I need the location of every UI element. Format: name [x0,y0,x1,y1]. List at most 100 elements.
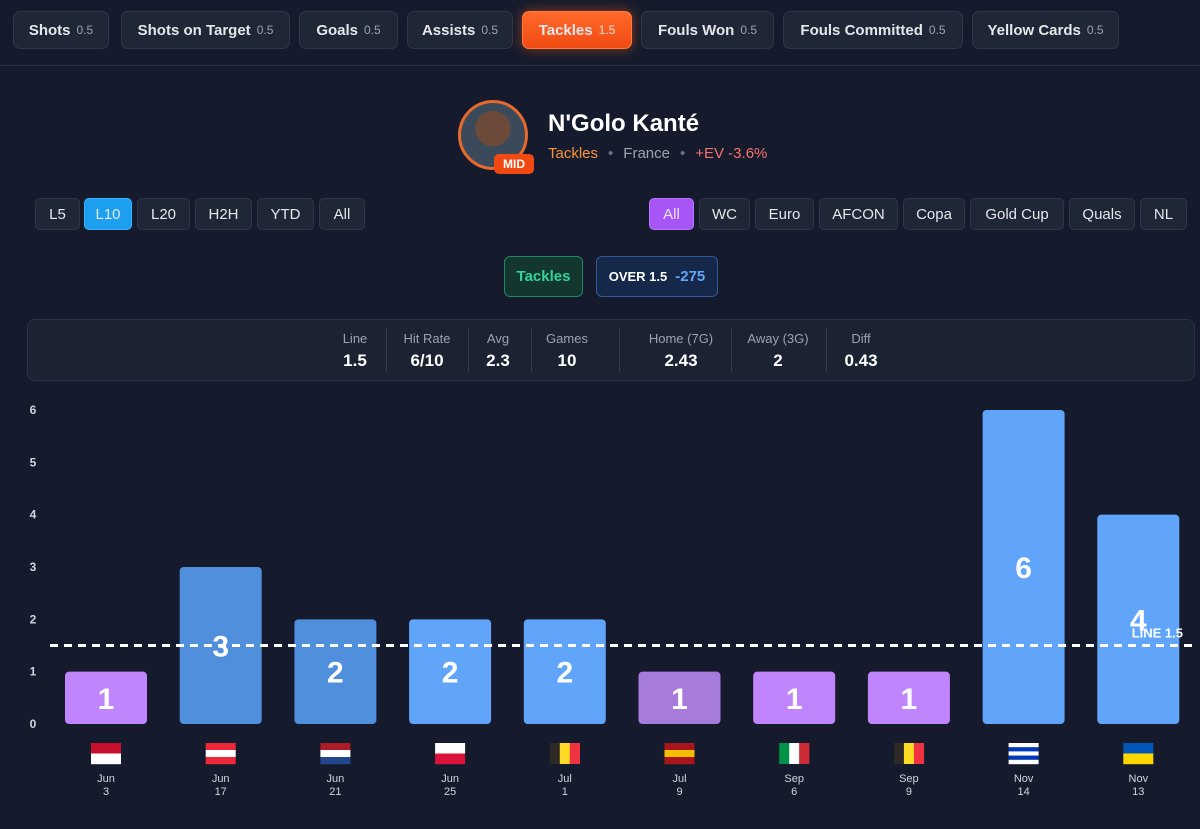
tab[interactable]: Assists 0.5 [407,11,513,49]
flag-stripe [549,743,560,764]
tab[interactable]: Fouls Won 0.5 [641,11,774,49]
tab-line: 0.5 [740,23,758,37]
value-label: 1 [671,683,688,716]
flag-stripe [435,743,466,754]
x-tick-label: Jun 17 [211,773,230,798]
dot: • [608,145,614,162]
tab[interactable]: Shots on Target 0.5 [121,11,290,49]
flag-stripe [1008,743,1039,748]
x-tick-label: Nov 13 [1128,773,1149,798]
tab-label: Tackles [538,21,593,39]
flag-stripe [559,743,570,764]
comp-filter[interactable]: Quals [1069,198,1135,230]
stat: Games 10 [517,319,617,371]
stat-value: 2.43 [664,351,698,370]
tab[interactable]: Yellow Cards 0.5 [972,11,1119,49]
player-meta: Tackles • France • +EV -3.6% [548,145,767,162]
flag-stripe [664,750,695,758]
tab-label: Fouls Won [657,21,735,39]
stat: Away (3G) 2 [728,319,828,371]
tab-line: 0.5 [76,23,94,37]
value-label: 3 [212,631,229,664]
stat: Home (7G) 2.43 [631,319,731,371]
stats-panel [27,319,1195,381]
y-tick-label: 2 [30,612,37,626]
tab-line: 0.5 [1086,23,1104,37]
y-tick-label: 0 [30,717,37,731]
flag-stripe [91,743,121,754]
value-label: 2 [327,657,344,690]
tab-label: Fouls Committed [800,21,923,39]
range-filter[interactable]: All [319,198,365,230]
x-tick-label: Jul 1 [557,773,572,798]
bar [753,671,836,724]
flag-stripe [913,743,925,764]
tab[interactable]: Tackles 1.5 [522,11,632,49]
stat-label: Hit Rate [403,331,451,346]
flag-stripe [91,753,121,765]
comp-filter[interactable]: All [649,198,694,230]
flag-stripe [893,743,905,764]
bar [409,619,492,724]
x-tick-label: Jul 9 [672,773,687,798]
tab-line: 0.5 [928,23,946,37]
stat-value: 6/10 [410,351,444,370]
stat-value: 1.5 [343,351,367,370]
range-filter[interactable]: L20 [137,198,190,230]
odds: -275 [675,268,706,285]
flag-stripe [664,757,695,765]
flag-stripe [320,757,351,765]
stat: Diff 0.43 [811,319,911,371]
tab-divider [0,65,1200,66]
flag-stripe [779,743,790,764]
flag-stripe [1008,759,1039,765]
bar [867,671,950,724]
range-filter[interactable]: YTD [257,198,314,230]
flag-stripe [435,753,466,765]
range-filter[interactable]: H2H [195,198,252,230]
separator [386,328,387,372]
tab-line: 0.5 [256,23,274,37]
team: France [623,145,670,162]
comp-filter[interactable]: Euro [755,198,814,230]
stat-chip[interactable]: Tackles [504,256,583,297]
x-tick-label: Jun 21 [326,773,345,798]
stat-value: 2 [773,351,783,370]
tab-line: 0.5 [364,23,381,37]
tab[interactable]: Fouls Committed 0.5 [783,11,963,49]
flag-stripe [205,750,236,758]
stat-label: Home (7G) [648,331,714,346]
bar [294,619,377,724]
position-badge: MID [494,154,534,174]
stat-label: Diff [851,331,871,346]
y-tick-label: 5 [30,455,37,469]
comp-filter[interactable]: AFCON [819,198,898,230]
stat: Line 1.5 [305,319,405,371]
flag-stripe [205,757,236,765]
tab[interactable]: Shots 0.5 [13,11,109,49]
comp-filter[interactable]: WC [699,198,750,230]
threshold-label: LINE 1.5 [1132,626,1183,641]
bar [638,671,721,724]
odds-chip[interactable]: OVER 1.5 -275 [596,256,718,297]
range-filter[interactable]: L5 [35,198,80,230]
comp-filter[interactable]: Gold Cup [970,198,1064,230]
comp-filter[interactable]: NL [1140,198,1187,230]
tab-label: Goals [316,21,358,39]
x-tick-label: Sep 9 [899,773,919,798]
stat-value: 10 [557,351,577,370]
flag-stripe [320,750,351,758]
flag-stripe [1008,755,1039,760]
tab-label: Assists [421,21,476,39]
x-tick-label: Jun 25 [441,773,459,798]
player-name: N'Golo Kanté [548,110,700,137]
tab-label: Shots [28,21,71,39]
value-label: 1 [98,683,115,716]
value-label: 1 [786,683,803,716]
stat-label: Avg [486,331,510,346]
tab[interactable]: Goals 0.5 [299,11,398,49]
comp-filter[interactable]: Copa [903,198,965,230]
bar [65,671,147,724]
stat: Avg 2.3 [448,319,548,371]
range-filter[interactable]: L10 [84,198,132,230]
